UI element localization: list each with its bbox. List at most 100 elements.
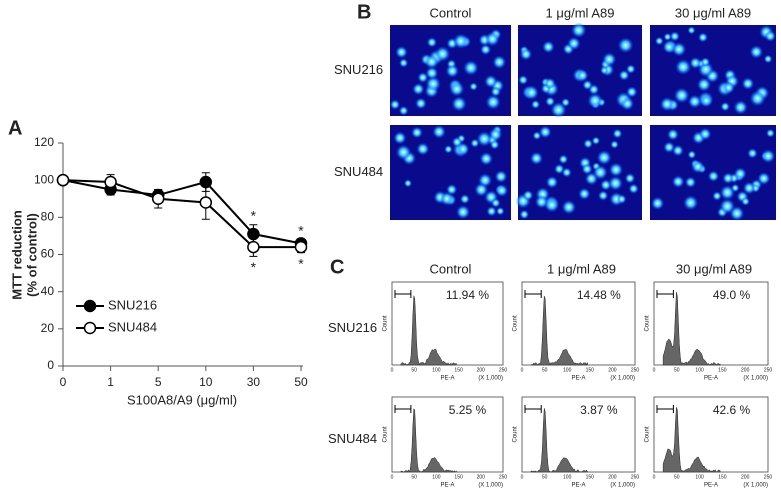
column-header: Control	[430, 5, 472, 20]
panel-label: C	[330, 256, 344, 278]
nucleus	[451, 136, 463, 148]
histogram-x-unit: (X 1,000)	[610, 376, 635, 382]
histogram-tick-label: 0	[391, 474, 394, 480]
nucleus	[667, 128, 679, 141]
gate-marker	[656, 405, 674, 413]
nucleus	[588, 84, 600, 95]
data-point	[294, 240, 308, 254]
nucleus	[393, 131, 407, 145]
nucleus	[628, 183, 639, 194]
significance-label: *	[251, 259, 257, 275]
column-header: 30 μg/ml A89	[676, 261, 752, 276]
nucleus	[747, 148, 758, 159]
gate-percentage: 49.0 %	[713, 288, 751, 302]
nucleus	[608, 175, 623, 191]
histogram-y-label: Count	[513, 426, 519, 442]
nucleus	[651, 196, 665, 210]
nucleus	[683, 195, 699, 211]
histogram-y-label: Count	[383, 426, 389, 442]
histogram-x-label: PE-A	[440, 483, 454, 489]
histogram-x-label: PE-A	[704, 483, 718, 489]
histogram: 14.48 % 0 50 100 150 200 250 PE-A (X 1,000) Count	[513, 281, 639, 382]
data-point	[151, 192, 165, 205]
nucleus	[451, 96, 467, 112]
histogram-tick-label: 200	[741, 367, 750, 373]
nucleus	[398, 105, 409, 116]
nucleus	[544, 77, 556, 90]
row-label: SNU216	[328, 320, 377, 335]
nucleus	[519, 48, 533, 61]
gate-percentage: 11.94 %	[446, 288, 489, 302]
nucleus	[696, 77, 712, 92]
nucleus	[444, 145, 453, 154]
nucleus	[476, 131, 492, 147]
nucleus	[663, 32, 672, 41]
histogram-tick-label: 100	[563, 474, 572, 480]
nucleus	[485, 94, 501, 110]
nucleus	[545, 175, 559, 189]
nucleus	[698, 127, 712, 141]
nucleus	[675, 58, 692, 75]
histogram-x-unit: (X 1,000)	[478, 483, 503, 489]
histogram-frame	[391, 396, 504, 473]
nucleus	[417, 72, 429, 83]
gate-marker	[394, 290, 412, 298]
nucleus	[741, 197, 750, 206]
nucleus	[545, 96, 556, 107]
micrograph	[518, 22, 642, 118]
nucleus	[479, 151, 493, 166]
nucleus	[749, 90, 766, 107]
micrograph	[390, 125, 511, 220]
nucleus	[446, 183, 458, 196]
nucleus	[492, 55, 507, 69]
nucleus	[424, 54, 439, 69]
nucleus	[731, 183, 740, 193]
gate-percentage: 14.48 %	[577, 288, 621, 302]
gate-percentage: 5.25 %	[449, 403, 487, 417]
nucleus	[687, 26, 696, 35]
nucleus	[495, 184, 509, 197]
histogram-tick-label: 250	[499, 474, 508, 480]
histogram-tick-label: 200	[477, 367, 486, 373]
nucleus	[581, 163, 593, 175]
histogram-area	[400, 295, 457, 366]
nucleus	[612, 128, 623, 139]
nucleus	[707, 170, 720, 182]
nucleus	[610, 140, 619, 149]
column-header: 30 μg/ml A89	[675, 5, 751, 20]
micrograph	[389, 25, 511, 116]
histogram-tick-label: 150	[718, 367, 727, 373]
x-tick-label: 30	[247, 375, 261, 389]
gate-marker	[394, 405, 412, 413]
histogram-x-unit: (X 1,000)	[610, 483, 635, 489]
nucleus	[434, 46, 451, 62]
nucleus	[456, 204, 471, 220]
histogram-x-unit: (X 1,000)	[743, 376, 768, 382]
histogram-tick-label: 100	[695, 367, 704, 373]
histogram-y-label: Count	[645, 426, 651, 442]
nucleus	[761, 149, 776, 164]
nucleus	[554, 163, 565, 175]
histogram-tick-label: 200	[741, 474, 750, 480]
nucleus	[578, 187, 591, 200]
nucleus	[671, 42, 687, 57]
data-point	[104, 175, 117, 189]
x-tick-label: 10	[199, 375, 213, 389]
histogram-tick-label: 250	[764, 474, 773, 480]
histogram-y-label: Count	[383, 315, 389, 331]
histogram-tick-label: 150	[454, 367, 463, 373]
nucleus	[389, 99, 401, 110]
micrograph	[650, 125, 776, 221]
histogram-frame	[521, 396, 636, 473]
histogram-tick-label: 250	[764, 367, 773, 373]
histogram-x-unit: (X 1,000)	[478, 376, 503, 382]
row-label: SNU484	[328, 431, 377, 446]
nucleus	[741, 77, 755, 90]
nucleus	[620, 96, 635, 111]
nucleus	[720, 101, 730, 112]
nucleus	[624, 173, 636, 184]
nucleus	[684, 176, 697, 188]
data-point	[247, 227, 260, 241]
x-tick-label: 5	[155, 375, 162, 389]
nucleus	[484, 74, 498, 88]
